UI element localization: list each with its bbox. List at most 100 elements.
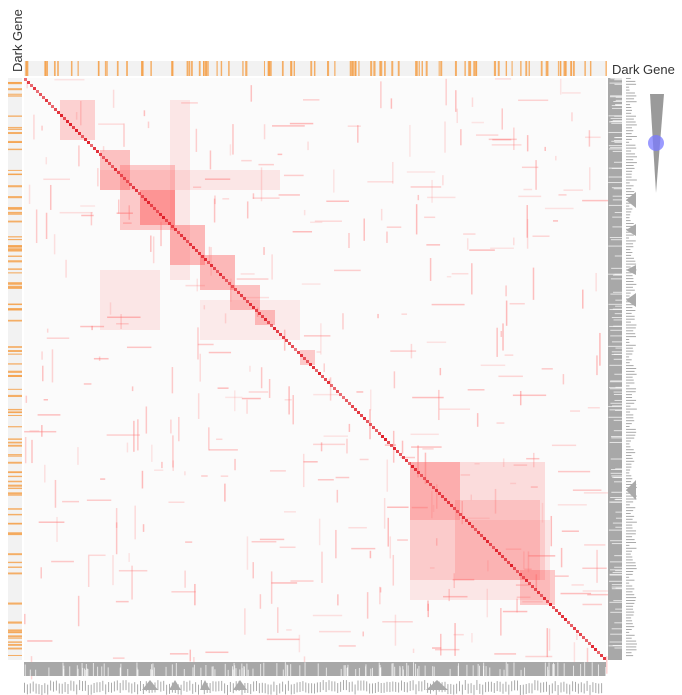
column-dendrogram-gap [252, 668, 254, 683]
row-cluster-tick [626, 544, 630, 546]
diagonal-cell [420, 474, 423, 477]
row-cluster-tick [626, 365, 634, 367]
heatmap-speckle [563, 189, 583, 191]
row-cluster-tick [626, 83, 637, 85]
column-category-stripe [511, 61, 513, 76]
diagonal-cell [165, 219, 168, 222]
column-category-stripe [188, 61, 191, 76]
heatmap-speckle [303, 209, 306, 216]
column-category-stripe [438, 61, 440, 76]
row-cluster-tick [626, 611, 635, 613]
heatmap-speckle [504, 354, 514, 356]
column-dendrogram-gap [150, 669, 152, 684]
column-dendrogram-gap [76, 665, 78, 680]
row-cluster-tick [626, 368, 637, 369]
column-dendrogram-gap [513, 662, 515, 677]
heatmap-speckle [582, 603, 602, 606]
heatmap-speckle [466, 238, 469, 250]
column-dendrogram-gap [432, 666, 434, 681]
row-dendrogram-gap [611, 267, 626, 269]
column-category-stripe [370, 61, 373, 76]
column-dendrogram-gap [183, 669, 185, 684]
column-dendrogram-gap [563, 663, 565, 678]
heatmap-speckle [28, 184, 31, 204]
dendrograms [24, 78, 637, 695]
row-cluster-tick [626, 565, 636, 567]
row-cluster-tick [626, 98, 635, 100]
heatmap-speckle [605, 656, 608, 674]
column-dendrogram-gap [284, 662, 286, 677]
heatmap-speckle [298, 634, 301, 653]
column-cluster-tick [290, 684, 292, 695]
row-cluster-tick [626, 344, 636, 346]
row-dendrogram-gap [611, 317, 626, 319]
heatmap-speckle [145, 406, 148, 434]
row-dendrogram-gap [613, 291, 628, 293]
row-cluster-tick [626, 272, 632, 274]
category-stripes [8, 61, 607, 657]
heatmap-speckle [194, 583, 196, 606]
row-cluster-tick [626, 484, 637, 485]
row-dendrogram-gap [610, 611, 625, 613]
heatmap-speckle [432, 504, 435, 512]
column-dendrogram-gap [151, 664, 153, 679]
column-cluster-tick [55, 680, 57, 691]
column-dendrogram-bg [24, 662, 606, 676]
row-category-stripe [8, 426, 22, 428]
heatmap-speckle [513, 464, 528, 466]
heatmap-speckle [335, 476, 350, 479]
heatmap-speckle [184, 471, 186, 476]
heatmap-speckle [313, 393, 341, 396]
diagonal-cell [405, 459, 408, 462]
row-cluster-tick [626, 585, 633, 587]
heatmap-speckle [500, 330, 503, 337]
diagonal-cell [375, 429, 378, 432]
column-dendrogram-gap [344, 665, 346, 680]
diagonal-cell [543, 597, 546, 600]
row-cluster-tick [626, 118, 634, 120]
heatmap-cells [24, 78, 620, 680]
row-dendrogram-gap [615, 305, 630, 307]
row-dendrogram-gap [613, 353, 628, 355]
row-cluster-tick [626, 333, 636, 335]
heatmap-speckle [33, 114, 35, 140]
column-cluster-tick [267, 684, 269, 695]
diagonal-cell [228, 282, 231, 285]
row-dendrogram-gap [613, 419, 628, 421]
diagonal-cell [186, 240, 189, 243]
column-category-stripe [53, 61, 56, 76]
diagonal-cell [255, 309, 258, 312]
opacity-slider-handle[interactable] [648, 135, 664, 151]
heatmap-speckle [141, 470, 144, 489]
heatmap-speckle [346, 438, 348, 454]
heatmap-speckle [329, 377, 332, 401]
column-cluster-tick [232, 683, 234, 694]
diagonal-cell [120, 174, 123, 177]
row-cluster-tick [626, 527, 633, 529]
row-cluster-tick [626, 307, 633, 309]
column-cluster-tick [84, 680, 86, 691]
row-category-stripe [8, 654, 22, 657]
column-cluster-tick [374, 683, 376, 694]
row-dendrogram-gap [615, 526, 630, 528]
column-cluster-tick [128, 682, 130, 693]
column-dendrogram-gap [153, 667, 155, 682]
column-dendrogram-gap [413, 662, 415, 677]
column-category-stripe [141, 61, 144, 76]
row-category-stripe [8, 236, 22, 238]
column-category-stripe [186, 61, 189, 76]
heatmap-speckle [321, 551, 323, 583]
row-cluster-tick [626, 463, 632, 465]
heatmap-speckle [41, 425, 43, 437]
column-dendrogram-gap [580, 664, 582, 679]
heatmap-speckle [106, 434, 140, 436]
heatmap-speckle [382, 621, 413, 623]
row-category-stripe [8, 370, 22, 373]
column-cluster-tick [111, 682, 112, 693]
row-dendrogram-gap [612, 195, 627, 197]
diagonal-cell [516, 570, 519, 573]
heatmap-speckle [118, 569, 148, 572]
diagonal-cell [207, 261, 210, 264]
column-cluster-tick [322, 680, 324, 691]
row-dendrogram-gap [614, 141, 629, 143]
